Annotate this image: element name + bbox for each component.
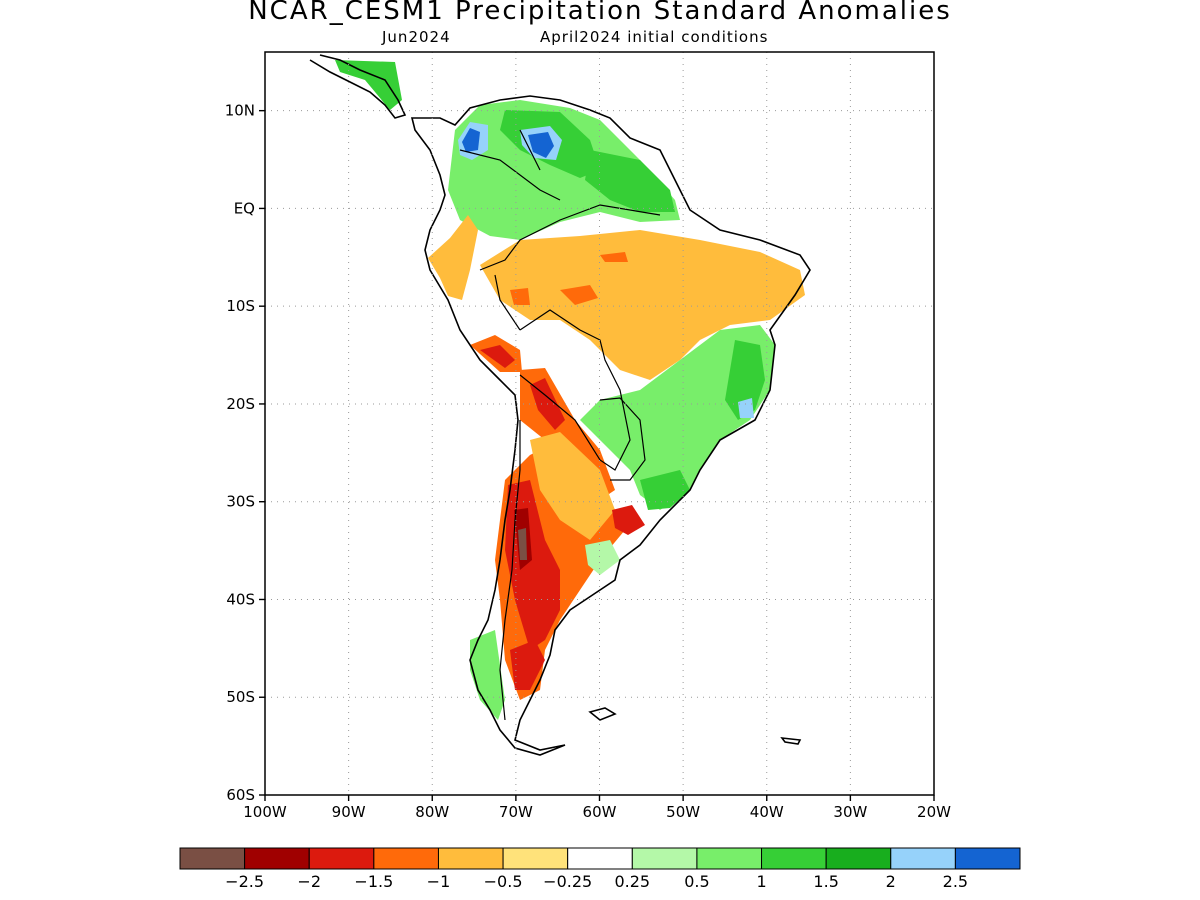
colorbar-swatch xyxy=(890,847,956,870)
anomaly-peru-darkred xyxy=(480,345,515,368)
anomaly-field xyxy=(335,60,805,720)
colorbar-label: −2.5 xyxy=(225,872,264,891)
anomaly-central-america-green xyxy=(335,60,402,110)
anomaly-east-brazil-darkgreen xyxy=(725,340,765,420)
colorbar-swatch xyxy=(761,847,827,870)
colorbar-label: −0.25 xyxy=(543,872,592,891)
colorbar-swatch xyxy=(954,847,1021,870)
anomaly-amazon-darkorange-2 xyxy=(510,288,530,305)
colorbar-swatch xyxy=(631,847,698,870)
anomaly-patagonia-red xyxy=(510,640,545,690)
anomaly-ecuador-orange xyxy=(428,215,478,300)
anomaly-south-brazil-darkgreen xyxy=(640,470,690,510)
lon-tick-label: 70W xyxy=(499,803,533,821)
anomaly-colombia-blue xyxy=(462,128,480,152)
colorbar-swatch xyxy=(373,847,439,870)
paraguay-border xyxy=(599,397,646,481)
colorbar-swatch xyxy=(567,847,633,870)
colorbar-swatch xyxy=(696,847,763,870)
anomaly-amazon-darkorange xyxy=(560,285,598,305)
lon-tick-label: 90W xyxy=(332,803,366,821)
forecast-month: Jun2024 xyxy=(382,28,451,46)
anomaly-east-brazil-green xyxy=(580,325,775,510)
colorbar-label: 2 xyxy=(886,872,896,891)
lon-tick-label: 50W xyxy=(666,803,700,821)
initial-conditions: April2024 initial conditions xyxy=(540,28,769,46)
lat-tick-label: 40S xyxy=(226,590,255,608)
lon-tick-label: 60W xyxy=(583,803,617,821)
lon-tick-label: 40W xyxy=(750,803,784,821)
colorbar-label: −0.5 xyxy=(484,872,523,891)
colorbar-swatch xyxy=(825,847,892,870)
anomaly-buenos-aires-green xyxy=(585,540,620,575)
anomaly-amazon-darkorange-3 xyxy=(600,252,628,262)
colorbar-swatch xyxy=(179,847,246,870)
anomaly-argentina-lightorange xyxy=(530,432,615,540)
coastlines xyxy=(309,54,811,756)
axis-ticks: 100W 90W 80W 70W 60W 50W 40W 30W 20W 10N EQ 10S 20S 3… xyxy=(225,102,951,821)
colorbar-swatch xyxy=(437,847,504,870)
lat-tick-label: EQ xyxy=(234,199,255,217)
colorbar-swatch xyxy=(502,847,569,870)
colorbar-label: −1 xyxy=(427,872,451,891)
colorbar: −2.5 −2 −1.5 −1 −0.5 −0.25 0.25 0.5 1 1.5 2 2.5 xyxy=(179,847,1021,891)
colorbar-label: 1 xyxy=(756,872,766,891)
anomaly-uruguay-red xyxy=(612,505,645,535)
lat-tick-label: 20S xyxy=(226,395,255,413)
colorbar-swatch xyxy=(308,847,375,870)
colorbar-label: 0.5 xyxy=(684,872,709,891)
lon-tick-label: 20W xyxy=(917,803,951,821)
lon-tick-label: 80W xyxy=(415,803,449,821)
lon-tick-label: 100W xyxy=(243,803,287,821)
lat-tick-label: 30S xyxy=(226,493,255,511)
lat-tick-label: 50S xyxy=(226,688,255,706)
lat-tick-label: 10N xyxy=(225,102,255,120)
colorbar-label: −1.5 xyxy=(354,872,393,891)
colorbar-swatch xyxy=(244,847,310,870)
lon-tick-label: 30W xyxy=(833,803,867,821)
south-georgia-coastline xyxy=(780,737,802,745)
colorbar-label: 1.5 xyxy=(813,872,838,891)
lat-tick-label: 10S xyxy=(226,297,255,315)
lat-tick-label: 60S xyxy=(226,786,255,804)
colorbar-label: 2.5 xyxy=(943,872,968,891)
anomaly-chile-brown xyxy=(518,528,527,560)
map-title: NCAR_CESM1 Precipitation Standard Anomal… xyxy=(248,0,952,26)
anomaly-rio-lightblue xyxy=(738,398,754,418)
argentina-chile-border xyxy=(499,420,521,721)
anomaly-amazon-orange xyxy=(480,230,805,380)
colorbar-label: 0.25 xyxy=(614,872,650,891)
bolivia-border xyxy=(519,309,631,471)
central-america-coastline xyxy=(309,54,407,119)
anomaly-south-chile-green xyxy=(470,630,505,720)
colorbar-label: −2 xyxy=(297,872,321,891)
falklands-coastline xyxy=(588,707,617,721)
brazil-border xyxy=(479,204,661,331)
anomaly-venezuela-blue xyxy=(528,132,554,158)
anomaly-guiana-green xyxy=(585,150,675,212)
venezuela-border xyxy=(459,129,561,201)
south-america-coastline xyxy=(410,95,811,756)
